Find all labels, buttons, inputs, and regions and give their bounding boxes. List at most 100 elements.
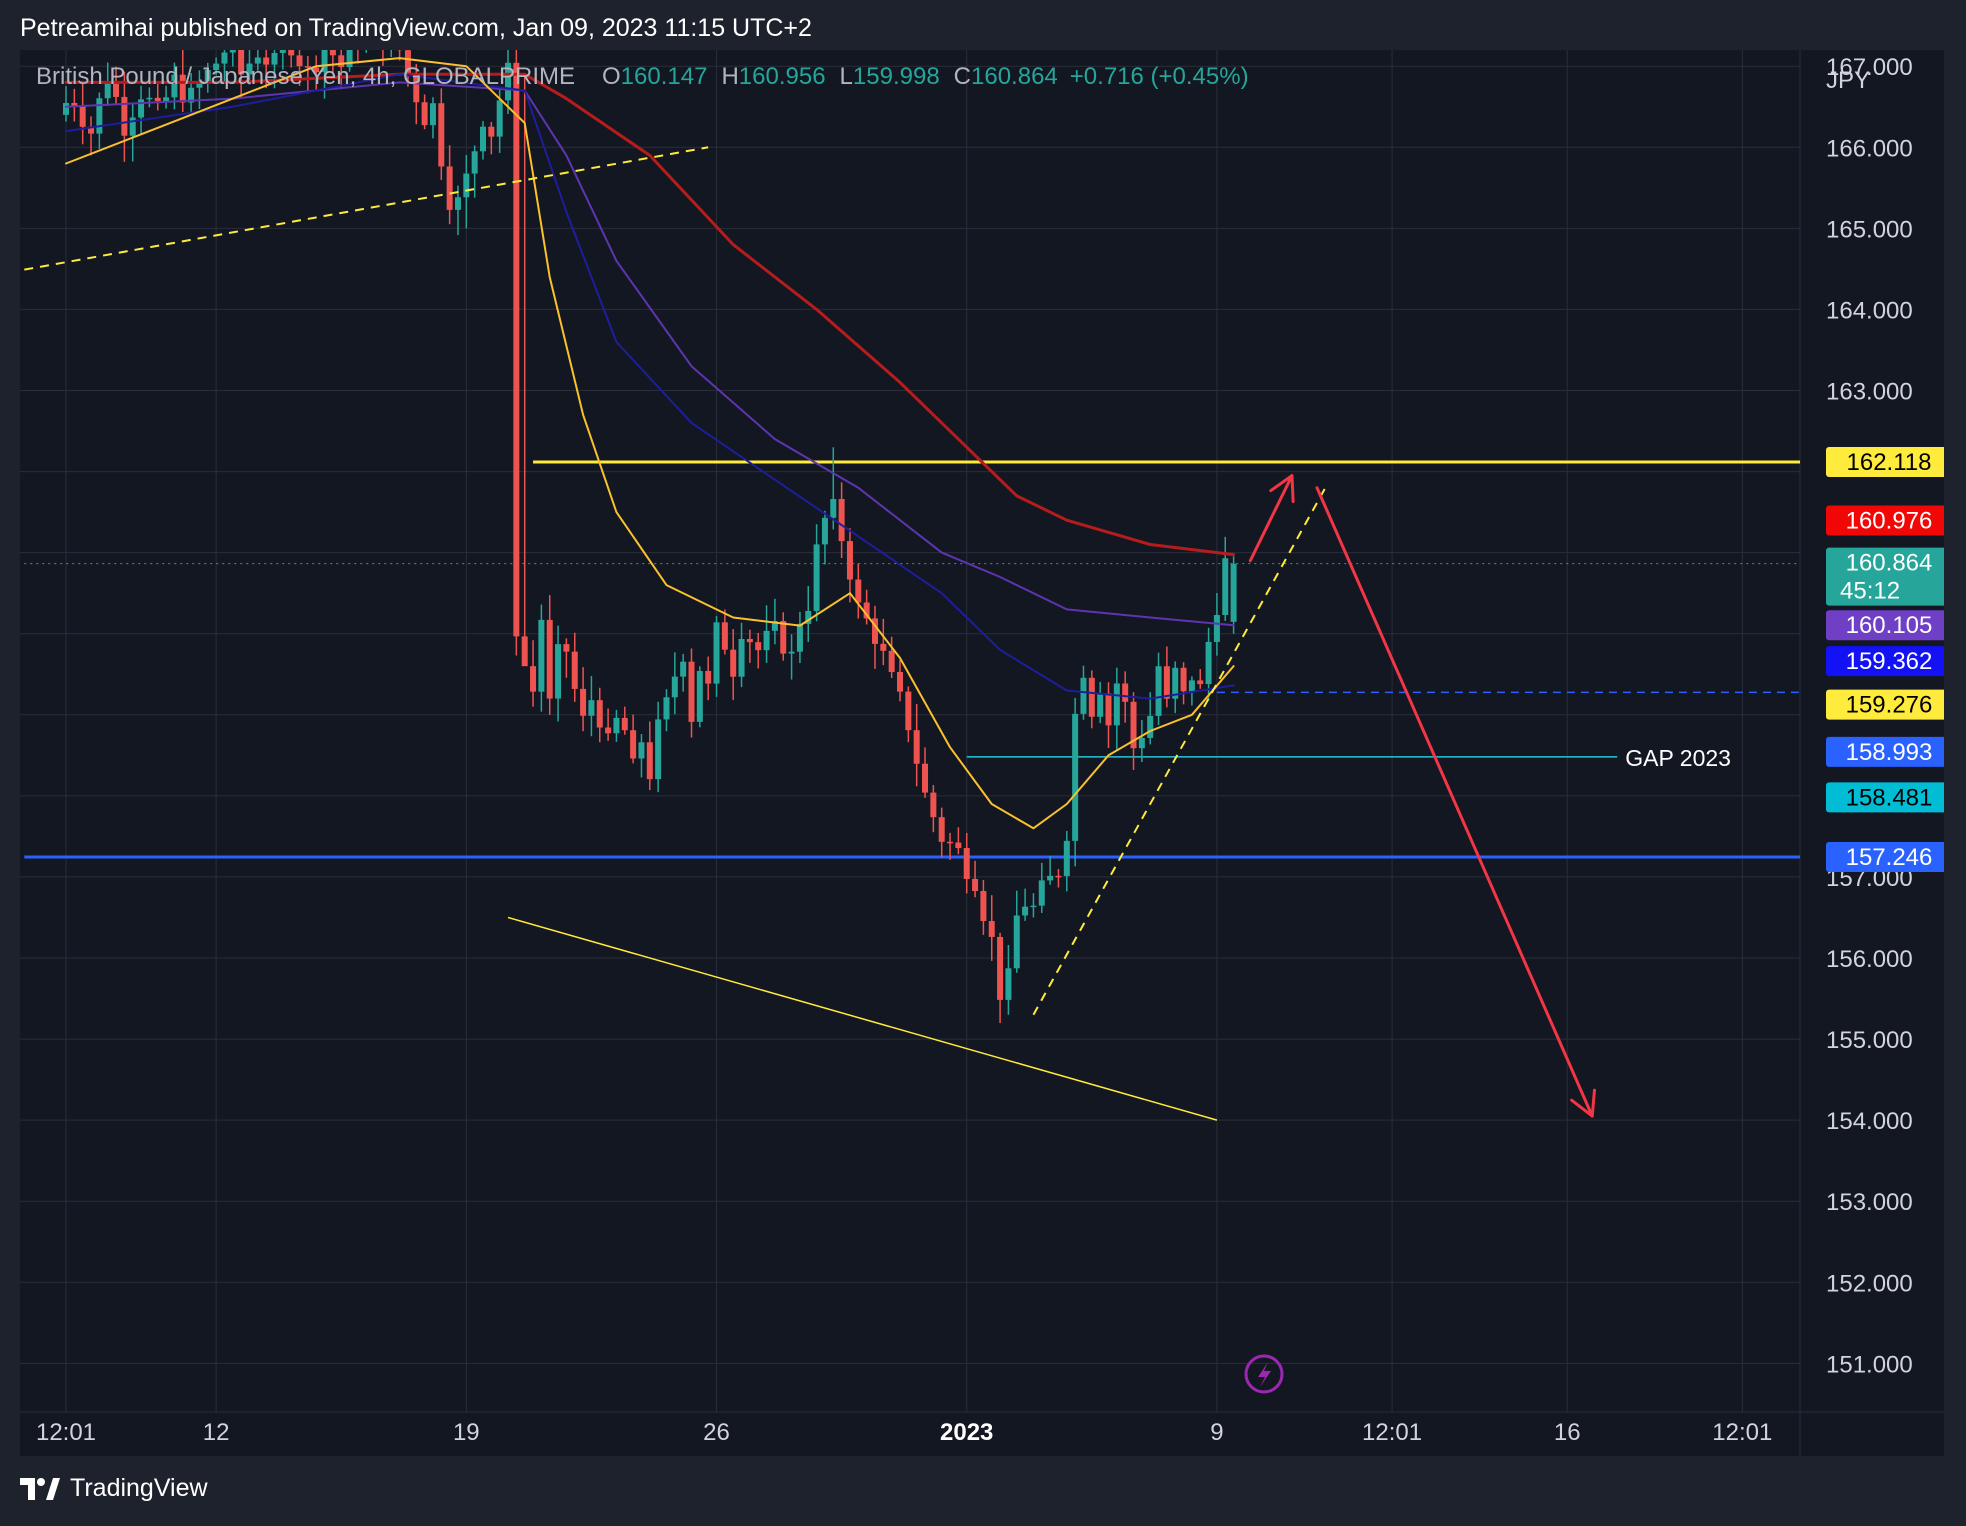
- candle-body: [63, 102, 69, 115]
- candle-body: [229, 50, 236, 53]
- candle-body: [79, 105, 86, 127]
- candle-body: [771, 621, 778, 631]
- candle-body: [580, 688, 587, 716]
- tradingview-logo-icon[interactable]: [20, 1477, 60, 1500]
- legend-high-value: 160.956: [739, 63, 826, 90]
- price-tag-value: 162.118: [1847, 449, 1932, 476]
- candle-body: [930, 792, 937, 818]
- candle-body: [296, 55, 303, 67]
- time-tick-label: 12:01: [1362, 1419, 1422, 1446]
- candle-body: [1088, 677, 1095, 717]
- candle-body: [980, 891, 987, 922]
- candle-body: [1080, 677, 1087, 714]
- candle-body: [705, 670, 712, 684]
- candle-body: [938, 817, 945, 842]
- candle-body: [671, 676, 678, 698]
- candle-body: [830, 499, 837, 518]
- price-tag: [1826, 610, 1944, 641]
- candle-body: [463, 173, 470, 198]
- candle-body: [454, 197, 461, 210]
- published-header: Petreamihai published on TradingView.com…: [20, 14, 812, 42]
- price-tag: [1826, 646, 1944, 677]
- trend-line: [1032, 487, 1327, 1016]
- candle-body: [129, 117, 136, 136]
- lightning-icon[interactable]: [1244, 1354, 1284, 1394]
- candle-body: [238, 50, 245, 75]
- chart-panel[interactable]: GAP 2023 British Pound / Japanese Yen, 4…: [20, 50, 1944, 1456]
- currency-label: JPY: [1826, 67, 1870, 94]
- candle-body: [821, 517, 828, 545]
- candle-body: [1013, 915, 1020, 969]
- candle-body: [204, 69, 211, 84]
- price-tag: [1826, 447, 1944, 478]
- candle-body: [880, 643, 887, 651]
- candle-body: [113, 81, 120, 97]
- candle-body: [947, 841, 954, 844]
- candlestick-chart[interactable]: GAP 2023 British Pound / Japanese Yen, 4…: [20, 50, 1944, 1456]
- candle-body: [513, 62, 520, 637]
- candle-body: [505, 62, 512, 101]
- candle-body: [171, 74, 178, 98]
- candle-body: [154, 97, 161, 102]
- candle-body: [1222, 558, 1229, 615]
- candle-body: [555, 644, 562, 699]
- candles: [63, 50, 1237, 1024]
- candle-body: [163, 97, 170, 102]
- candle-body: [855, 579, 862, 603]
- candle-body: [688, 661, 695, 722]
- candle-body: [755, 642, 762, 651]
- candle-body: [1005, 968, 1012, 1000]
- price-tag: [1826, 505, 1944, 536]
- candle-body: [530, 666, 537, 692]
- moving-average-line: [65, 81, 1235, 627]
- annotation-lines: GAP 2023: [24, 460, 1800, 859]
- candle-body: [646, 742, 653, 780]
- candle-body: [788, 651, 795, 654]
- time-tick-label: 26: [703, 1419, 730, 1446]
- candle-body: [404, 50, 411, 75]
- candle-body: [713, 622, 720, 684]
- price-tick-label: 167.000: [1826, 54, 1913, 81]
- legend-ohlc: O160.147 H160.956 L159.998 C160.864 +0.716 (…: [602, 63, 1249, 90]
- price-tag-value: 159.276: [1846, 692, 1933, 719]
- candle-body: [997, 936, 1004, 1000]
- price-tag: [1826, 841, 1944, 872]
- candle-body: [104, 81, 111, 99]
- candle-body: [655, 719, 662, 780]
- price-tag-value: 158.993: [1846, 739, 1933, 766]
- candle-body: [271, 52, 278, 65]
- price-axis[interactable]: JPY 151.000 152.000 153.000 154.000 155.000 1…: [1826, 54, 1913, 1378]
- candle-body: [680, 661, 687, 677]
- candle-body: [538, 619, 545, 692]
- tradingview-brand[interactable]: TradingView: [70, 1474, 208, 1502]
- candle-body: [488, 126, 495, 137]
- candle-body: [1197, 680, 1204, 685]
- price-tick-label: 151.000: [1826, 1351, 1913, 1378]
- legend-symbol[interactable]: British Pound / Japanese Yen, 4h, GLOBAL…: [36, 63, 575, 90]
- candle-body: [71, 102, 78, 106]
- candle-body: [146, 97, 153, 100]
- candle-body: [813, 544, 820, 611]
- candle-body: [780, 621, 787, 654]
- candle-body: [1230, 563, 1237, 622]
- price-tag: [1826, 782, 1944, 813]
- candle-body: [188, 87, 195, 103]
- time-axis[interactable]: 12:01 12 19 26 2023 9 12:01 16 12:01: [36, 1419, 1772, 1446]
- price-tick-label: 153.000: [1826, 1189, 1913, 1216]
- candle-body: [1163, 666, 1170, 699]
- candle-body: [179, 74, 186, 103]
- candle-body: [254, 57, 261, 64]
- legend-low-value: 159.998: [853, 63, 940, 90]
- candle-body: [1172, 667, 1179, 699]
- price-tick-label: 163.000: [1826, 379, 1913, 406]
- candle-body: [221, 52, 228, 64]
- price-tick-label: 155.000: [1826, 1027, 1913, 1054]
- candle-body: [1030, 905, 1037, 908]
- candle-body: [796, 623, 803, 652]
- candle-body: [746, 638, 753, 643]
- candle-body: [897, 672, 903, 692]
- candle-body: [721, 622, 728, 650]
- candle-body: [246, 63, 253, 75]
- moving-average-line: [65, 73, 1235, 700]
- candle-body: [304, 66, 311, 68]
